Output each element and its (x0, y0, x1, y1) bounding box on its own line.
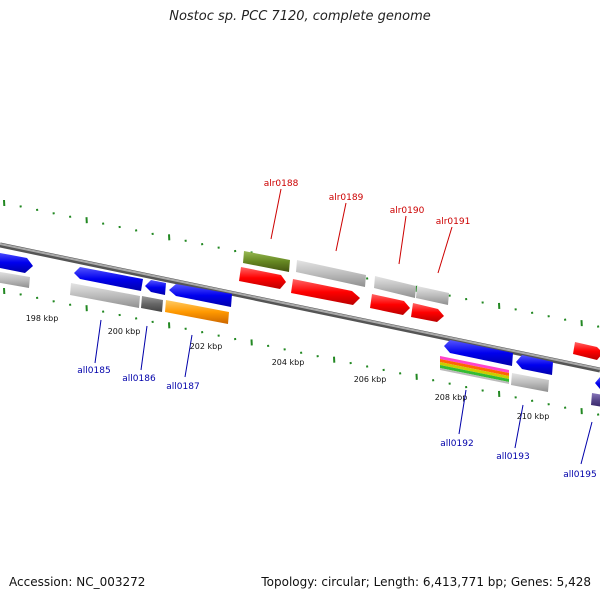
genome-backbone (0, 242, 600, 373)
gene-label-all0195[interactable]: all0195 (563, 470, 596, 480)
accession-text: Accession: NC_003272 (9, 575, 146, 589)
cds-arrow-all0187[interactable] (169, 284, 232, 307)
gene-block-all0193[interactable] (511, 373, 549, 392)
cds-arrow[interactable] (0, 252, 33, 273)
gene-block-all0186[interactable] (141, 296, 163, 312)
gene-label-alr0190[interactable]: alr0190 (390, 206, 425, 216)
scale-label: 202 kbp (190, 342, 223, 351)
scale-label: 210 kbp (517, 412, 550, 421)
gene-label-all0185[interactable]: all0185 (77, 366, 110, 376)
gene-block-all0187[interactable] (165, 300, 229, 324)
scale-label: 204 kbp (272, 358, 305, 367)
gene-block-all0195[interactable] (591, 393, 600, 408)
scale-label: 206 kbp (354, 375, 387, 384)
gene-label-alr0188[interactable]: alr0188 (264, 179, 299, 189)
rna-block[interactable] (0, 271, 30, 288)
gene-label-all0193[interactable]: all0193 (496, 452, 529, 462)
cds-arrow[interactable] (595, 377, 600, 391)
reverse-gene-labels: all0185 all0186 all0187 all0192 all0193 … (77, 366, 596, 480)
forward-strand-features (0, 251, 600, 360)
gene-block-alr0191[interactable] (416, 286, 449, 305)
scale-label: 208 kbp (435, 393, 468, 402)
scale-label: 198 kbp (26, 314, 59, 323)
cds-arrow-all0192[interactable] (444, 340, 513, 366)
gene-label-all0192[interactable]: all0192 (440, 439, 473, 449)
inner-scale-ticks (3, 287, 600, 416)
reverse-callout-lines (94, 319, 593, 465)
gene-label-alr0191[interactable]: alr0191 (436, 217, 471, 227)
reverse-strand-features (70, 267, 600, 408)
forward-callout-lines (270, 188, 453, 274)
cds-arrow-all0185[interactable] (74, 267, 143, 291)
cds-arrow-all0186[interactable] (145, 280, 166, 295)
scale-labels: 198 kbp 200 kbp 202 kbp 204 kbp 206 kbp … (26, 314, 550, 421)
cds-arrow-all0193[interactable] (516, 355, 553, 375)
cds-arrow-alr0189[interactable] (291, 279, 360, 305)
gene-block-alr0190[interactable] (374, 276, 416, 298)
gene-block-alr0189[interactable] (296, 260, 366, 287)
cds-arrow-alr0188[interactable] (239, 267, 286, 289)
gene-label-all0187[interactable]: all0187 (166, 382, 199, 392)
gene-label-alr0189[interactable]: alr0189 (329, 193, 364, 203)
gene-label-all0186[interactable]: all0186 (122, 374, 156, 384)
scale-label: 200 kbp (108, 327, 141, 336)
gene-block-all0192[interactable] (440, 356, 509, 384)
cds-arrow[interactable] (573, 342, 600, 360)
forward-gene-labels: alr0188 alr0189 alr0190 alr0191 (264, 179, 471, 227)
gene-block-alr0188[interactable] (243, 251, 290, 272)
gene-block-all0185[interactable] (70, 283, 140, 308)
cds-arrow-alr0190[interactable] (370, 294, 410, 315)
cds-arrow-alr0191[interactable] (411, 303, 444, 322)
genome-summary-text: Topology: circular; Length: 6,413,771 bp… (261, 575, 591, 589)
map-title: Nostoc sp. PCC 7120, complete genome (169, 9, 431, 24)
